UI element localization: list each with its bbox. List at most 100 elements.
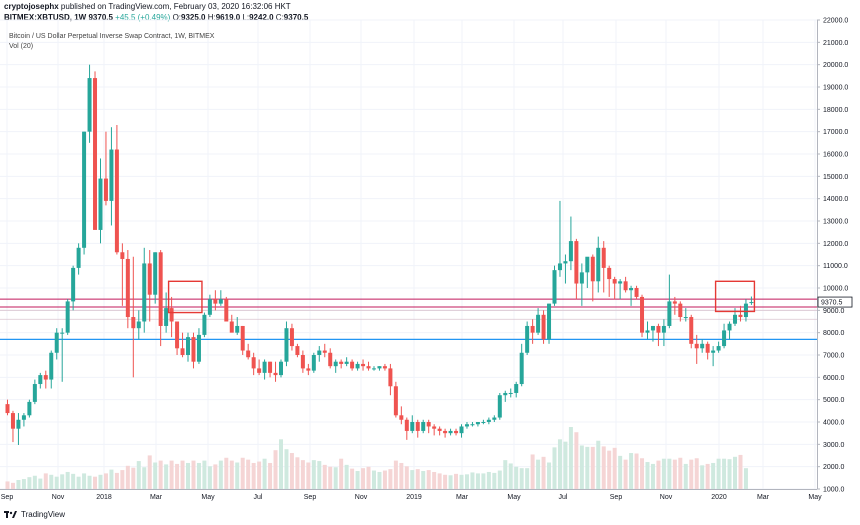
x-tick-label: Nov [355, 494, 368, 501]
volume-bar [514, 466, 519, 489]
x-tick-label: Nov [52, 494, 65, 501]
candle-body [60, 332, 65, 334]
chart-title: Bitcoin / US Dollar Perpetual Inverse Sw… [9, 33, 215, 40]
candle-body [5, 404, 10, 414]
candle-body [109, 149, 114, 201]
volume-bar [536, 459, 541, 489]
candle-body [169, 308, 174, 322]
y-tick-label: 9000.0 [823, 308, 845, 315]
volume-bar [240, 457, 245, 489]
volume-bar [640, 458, 645, 489]
volume-bar [300, 460, 305, 489]
candle-body [694, 343, 699, 349]
volume-bar [136, 461, 141, 489]
candle-body [705, 343, 710, 353]
axes: 22000.0 21000.0 20000.0 19000.0 18000.0 17000… [0, 17, 853, 501]
volume-bar [350, 468, 355, 489]
candle-body [164, 308, 169, 326]
close-value: 9370.5 [283, 13, 309, 22]
candle-body [273, 372, 278, 376]
candle-body [120, 252, 125, 259]
volume-bar [568, 427, 573, 489]
volume-bar [125, 465, 130, 489]
y-tick-label: 14000.0 [823, 196, 848, 203]
volume-bar [733, 456, 738, 489]
volume-bar [43, 473, 48, 489]
candle-body [404, 419, 409, 431]
candle-body [71, 267, 76, 302]
volume-bar [344, 464, 349, 489]
volume-bar [607, 450, 612, 489]
volume-bar [700, 465, 705, 489]
candle-body [344, 361, 349, 364]
volume-bar [601, 446, 606, 489]
volume-bar [322, 464, 327, 489]
y-tick-label: 4000.0 [823, 420, 845, 427]
x-tick-label: Sep [610, 494, 623, 501]
footer: TradingView [4, 510, 65, 519]
candle-body [464, 424, 469, 427]
volume-bar [426, 470, 431, 489]
volume-bar [229, 460, 234, 489]
x-tick-label: May [808, 494, 822, 501]
candle-body [213, 299, 218, 304]
candle-body [224, 299, 229, 322]
publish-info: cryptojosephx published on TradingView.c… [4, 2, 291, 11]
volume-bar [629, 453, 634, 489]
candle-body [158, 252, 163, 326]
volume-bar [683, 463, 688, 489]
symbol-label: BITMEX:XBTUSD, 1W [4, 13, 87, 22]
volume-bar [508, 463, 513, 489]
volume-bar [207, 466, 212, 489]
volume-bar [295, 457, 300, 489]
y-tick-label: 19000.0 [823, 85, 848, 92]
candle-body [722, 330, 727, 347]
candle-body [749, 302, 754, 304]
volume-bar [16, 480, 21, 489]
candle-body [125, 258, 130, 318]
candle-body [175, 321, 180, 349]
highlight-box [167, 280, 203, 314]
candle-body [618, 281, 623, 284]
x-tick-label: 2020 [711, 494, 727, 501]
volume-bar [120, 470, 125, 489]
volume-bar [317, 461, 322, 489]
volume-bar [727, 459, 732, 489]
candle-body [350, 361, 355, 369]
y-tick-label: 3000.0 [823, 442, 845, 449]
candle-body [262, 361, 267, 373]
volume-bar [388, 469, 393, 489]
candle-body [700, 343, 705, 349]
candle-body [711, 350, 716, 353]
candle-body [153, 252, 158, 295]
volume-bar [486, 471, 491, 489]
candle-body [65, 301, 70, 333]
high-value: 9619.0 [215, 13, 241, 22]
candle-body [656, 325, 661, 333]
volume-bar [503, 460, 508, 489]
volume-bar [328, 466, 333, 489]
candle-body [186, 337, 191, 355]
volume-bar [224, 457, 229, 489]
candle-body [136, 321, 141, 329]
candle-body [448, 430, 453, 434]
y-tick-label: 22000.0 [823, 18, 848, 25]
candle-body [727, 323, 732, 331]
x-tick-label: Jul [559, 494, 568, 501]
candle-body [525, 325, 530, 353]
volume-bar [71, 473, 76, 489]
volume-bar [579, 445, 584, 489]
candle-body [432, 426, 437, 429]
candle-body [284, 328, 289, 362]
y-tick-label: 17000.0 [823, 129, 848, 136]
highlight-box [714, 280, 756, 313]
candle-body [503, 392, 508, 396]
volume-bar [93, 476, 98, 489]
volume-bar [404, 466, 409, 489]
open-label: O: [172, 13, 182, 22]
open-value: 9325.0 [181, 13, 206, 22]
candle-body [470, 424, 475, 426]
candle-body [443, 430, 448, 434]
volume-bar [49, 474, 54, 489]
